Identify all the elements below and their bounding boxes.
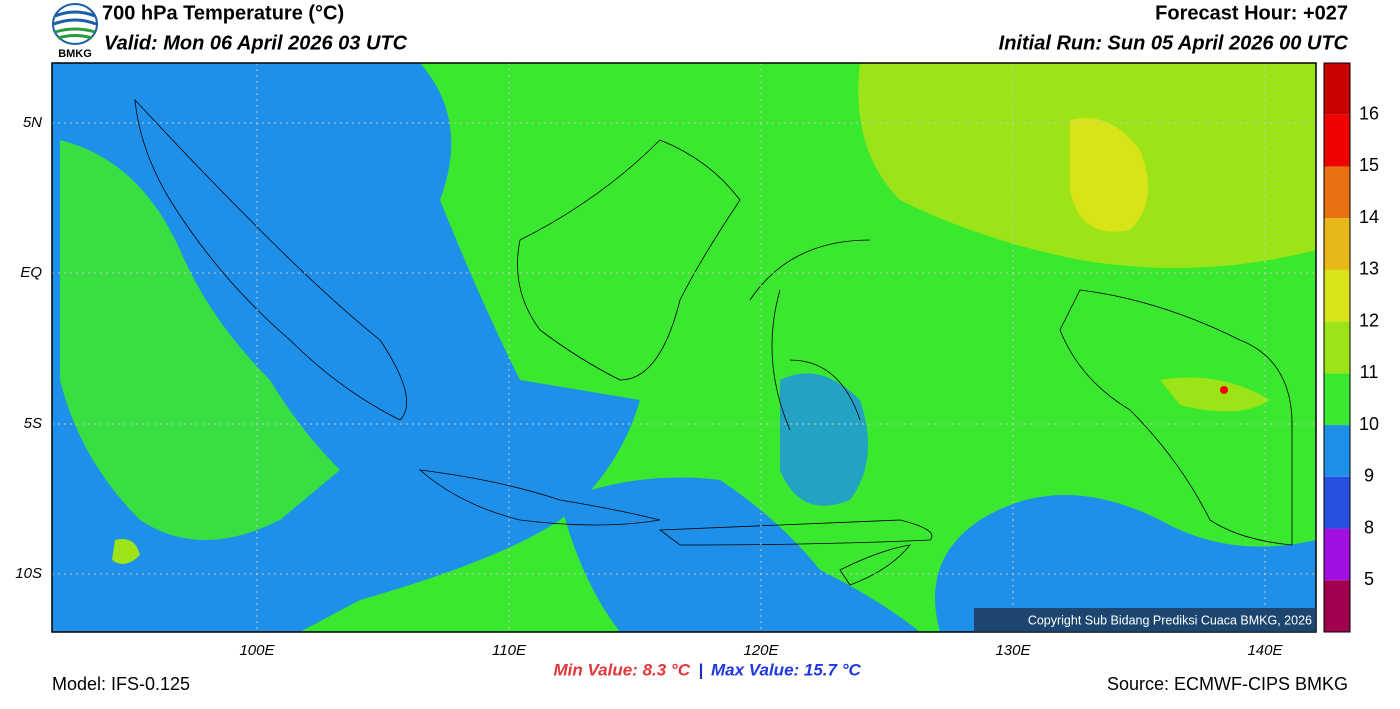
valid-time: Valid: Mon 06 April 2026 03 UTC xyxy=(104,32,408,54)
colorbar-frame xyxy=(1323,62,1351,633)
colorbar-swatch xyxy=(1324,63,1350,115)
lon-label: 130E xyxy=(995,642,1031,659)
graticule xyxy=(52,63,1316,632)
forecast-hour: Forecast Hour: +027 xyxy=(1155,2,1348,24)
colorbar-swatch xyxy=(1324,114,1350,167)
colorbar-label: 14 xyxy=(1359,207,1379,227)
colorbar-swatch xyxy=(1324,269,1350,322)
colorbar: 16 15 14 13 12 11 10 9 8 5 xyxy=(1323,62,1379,633)
colorbar-label: 11 xyxy=(1360,362,1379,382)
title: 700 hPa Temperature (°C) xyxy=(102,2,344,24)
copyright: Copyright Sub Bidang Prediksi Cuaca BMKG… xyxy=(1028,613,1312,627)
lon-labels: 100E 110E 120E 130E 140E xyxy=(239,642,1283,659)
colorbar-label: 15 xyxy=(1359,155,1379,175)
colorbar-swatch xyxy=(1324,528,1350,581)
map: Copyright Sub Bidang Prediksi Cuaca BMKG… xyxy=(51,62,1317,633)
colorbar-swatch xyxy=(1324,425,1350,477)
lat-label: 5N xyxy=(23,114,42,131)
source: Source: ECMWF-CIPS BMKG xyxy=(1107,674,1348,694)
colorbar-swatch xyxy=(1324,218,1350,270)
model: Model: IFS-0.125 xyxy=(52,674,190,694)
initial-run: Initial Run: Sun 05 April 2026 00 UTC xyxy=(999,32,1349,54)
lat-label: 10S xyxy=(15,565,42,582)
colorbar-swatch xyxy=(1324,580,1350,632)
colorbar-label: 8 xyxy=(1364,517,1374,537)
logo-text: BMKG xyxy=(58,48,92,60)
lat-label: EQ xyxy=(20,264,42,281)
colorbar-label: 16 xyxy=(1359,103,1379,123)
colorbar-label: 13 xyxy=(1359,259,1379,279)
colorbar-label: 5 xyxy=(1364,569,1374,589)
colorbar-swatch xyxy=(1324,373,1350,426)
colorbar-swatch xyxy=(1324,321,1350,374)
colorbar-label: 9 xyxy=(1364,466,1374,486)
logo: BMKG xyxy=(52,3,98,60)
min-value: Min Value: 8.3 °C xyxy=(553,660,690,679)
lon-label: 140E xyxy=(1247,642,1283,659)
colorbar-swatch xyxy=(1324,166,1350,219)
lon-label: 100E xyxy=(239,642,275,659)
colorbar-label: 12 xyxy=(1359,310,1379,330)
colorbar-swatch xyxy=(1324,476,1350,529)
lon-label: 110E xyxy=(492,642,527,659)
colorbar-label: 10 xyxy=(1359,414,1379,434)
lat-labels: 5N EQ 5S 10S xyxy=(15,114,42,582)
lon-label: 120E xyxy=(743,642,779,659)
max-value: Max Value: 15.7 °C xyxy=(711,660,862,679)
lat-label: 5S xyxy=(24,415,42,432)
separator: | xyxy=(699,660,704,679)
